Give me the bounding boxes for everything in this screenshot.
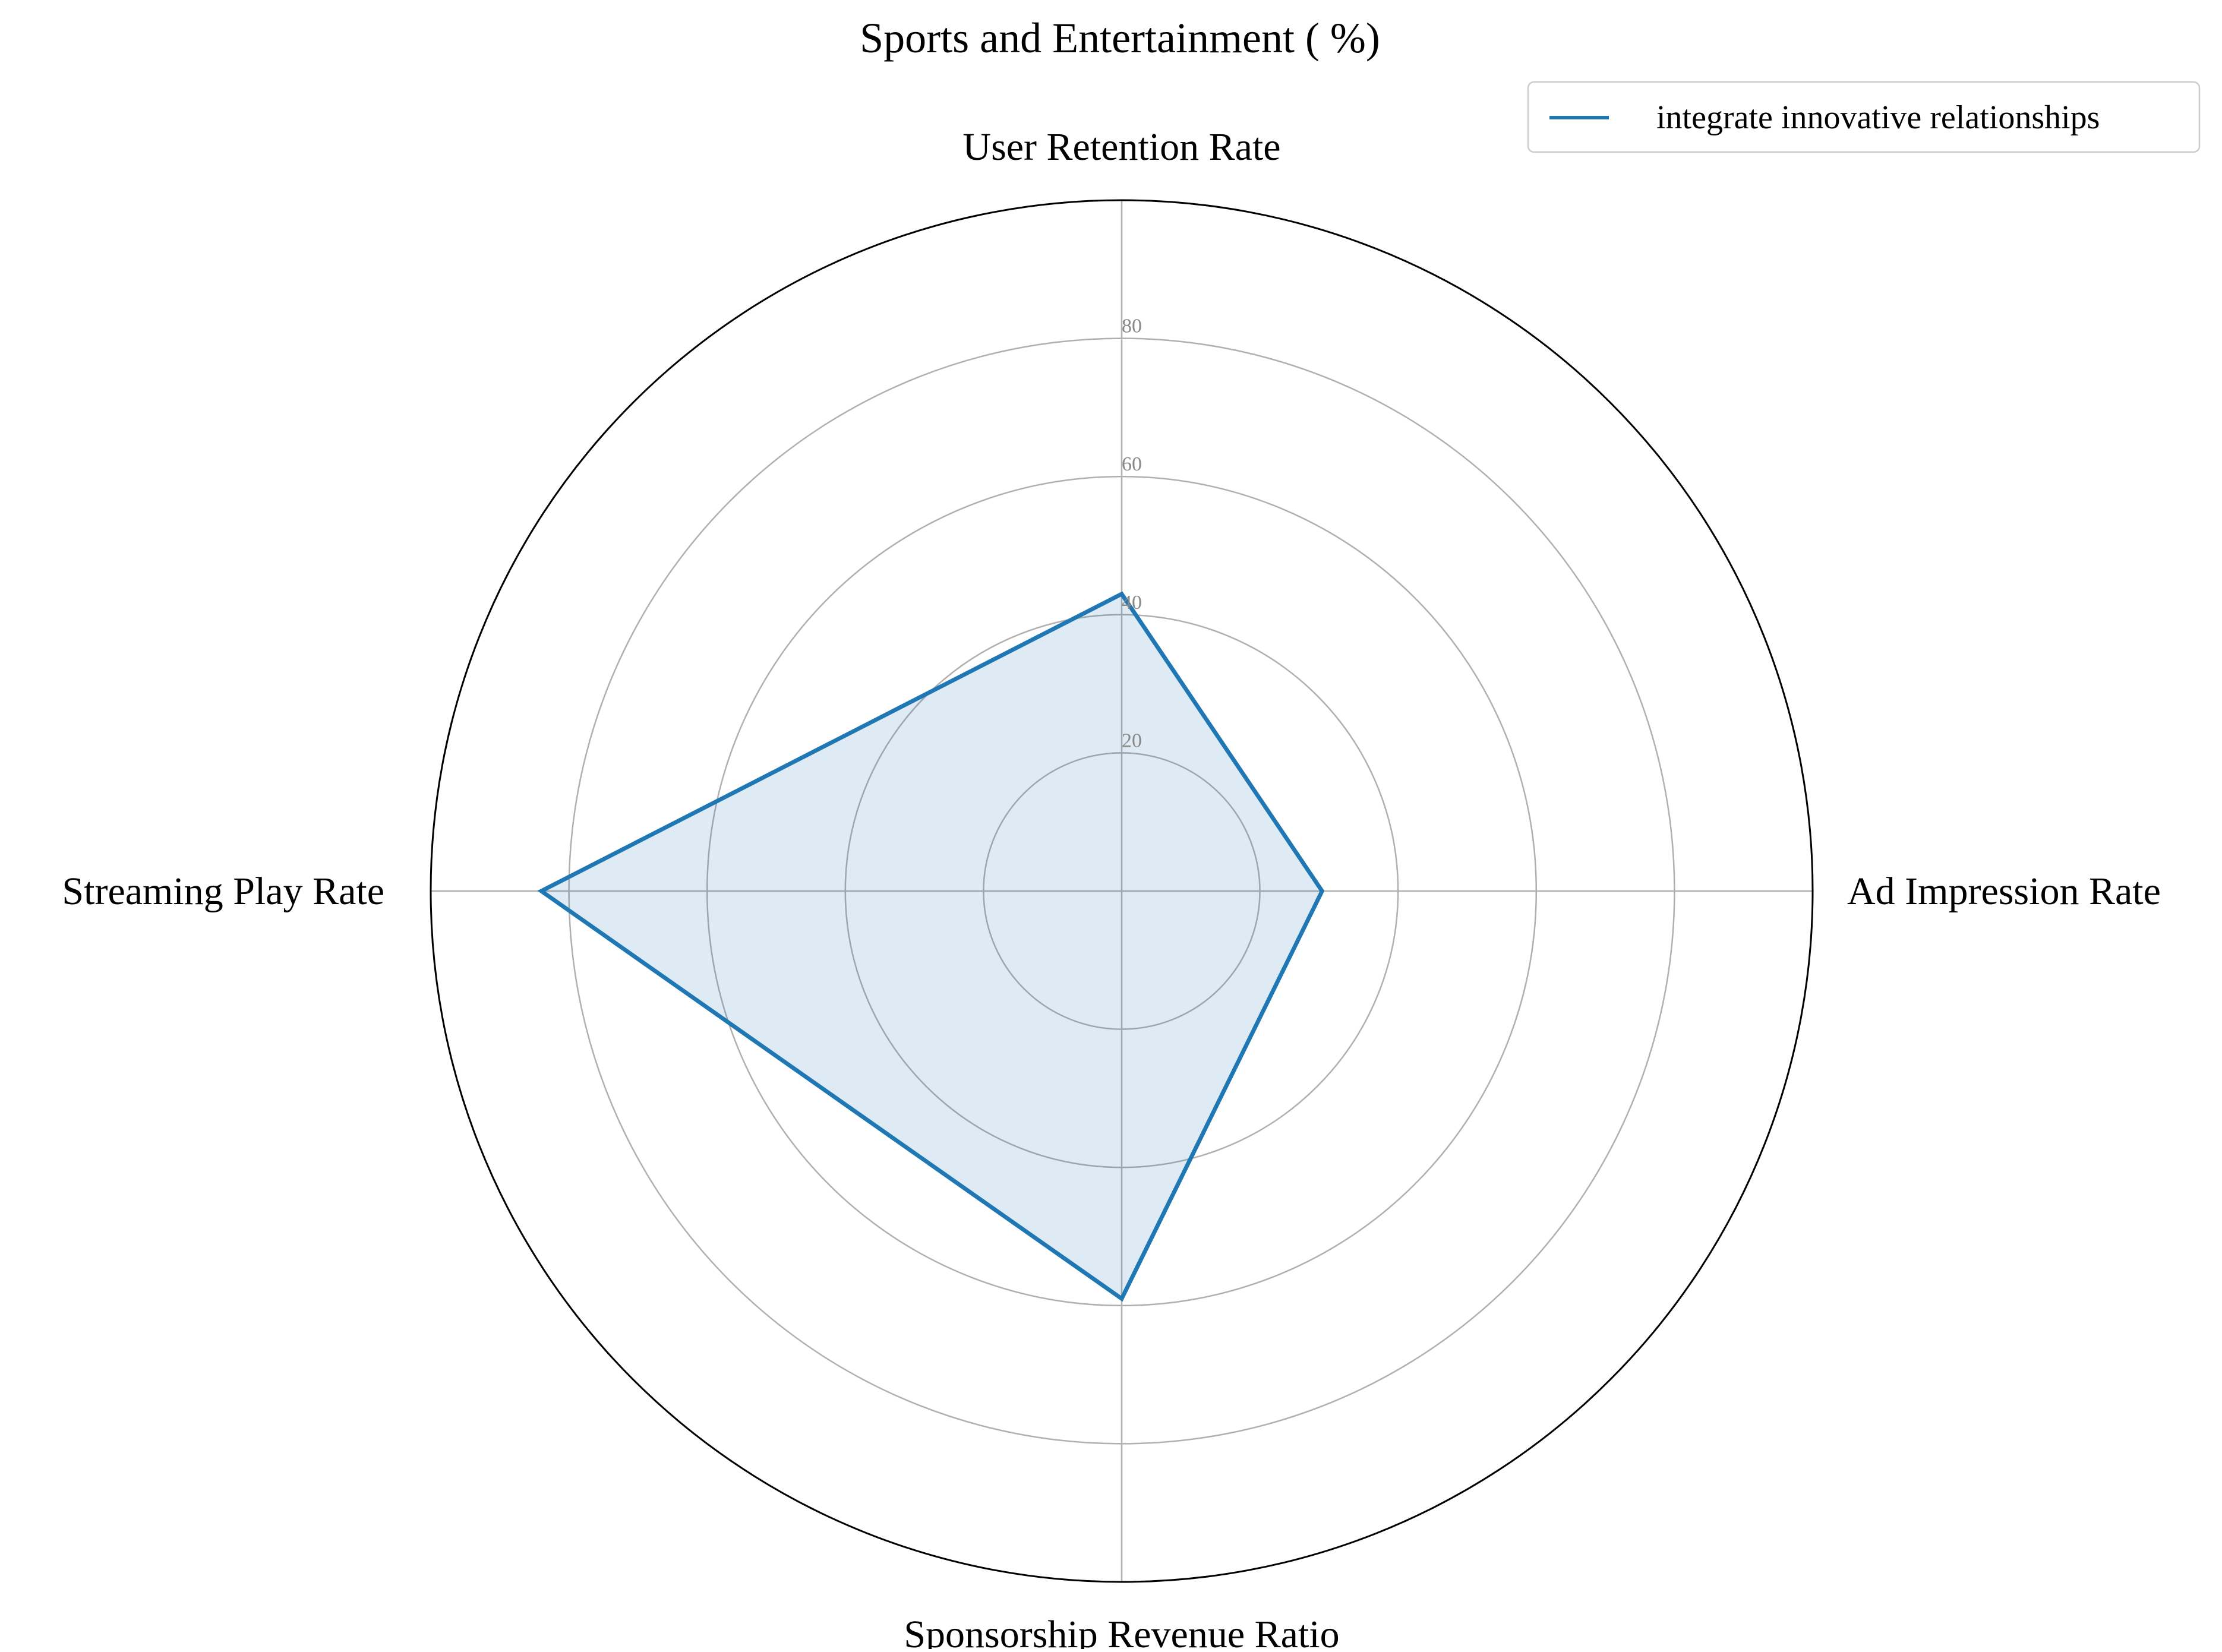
r-tick-label-40: 40	[1122, 592, 1142, 614]
axis-label-streaming-play-rate: Streaming Play Rate	[62, 870, 384, 913]
data-point-ad-impression-rate	[1321, 890, 1324, 892]
axis-label-sponsorship-revenue-ratio: Sponsorship Revenue Ratio	[904, 1613, 1339, 1649]
series-fill-1	[541, 593, 1323, 1299]
tick-layer: 20 40 60 80	[1122, 315, 1142, 752]
axis-label-user-retention-rate: User Retention Rate	[962, 125, 1280, 169]
series-layer	[537, 591, 1325, 1302]
r-tick-label-80: 80	[1122, 315, 1142, 337]
data-point-user-retention-rate	[1121, 592, 1123, 595]
data-point-sponsorship-revenue-ratio	[1121, 1297, 1123, 1300]
legend-label: integrate innovative relationships	[1656, 99, 2100, 136]
polar-frame	[430, 199, 1814, 1583]
axis-label-ad-impression-rate: Ad Impression Rate	[1847, 870, 2161, 913]
grid-layer	[430, 199, 1814, 1583]
r-tick-label-20: 20	[1122, 729, 1142, 751]
r-tick-label-60: 60	[1122, 453, 1142, 475]
legend: integrate innovative relationships	[1527, 81, 2201, 153]
axis-label-layer: User Retention Rate Ad Impression Rate Spo…	[62, 125, 2161, 1652]
data-point-streaming-play-rate	[540, 890, 543, 892]
chart-title: Sports and Entertainment ( %)	[860, 14, 1380, 62]
legend-box	[1527, 81, 2201, 153]
